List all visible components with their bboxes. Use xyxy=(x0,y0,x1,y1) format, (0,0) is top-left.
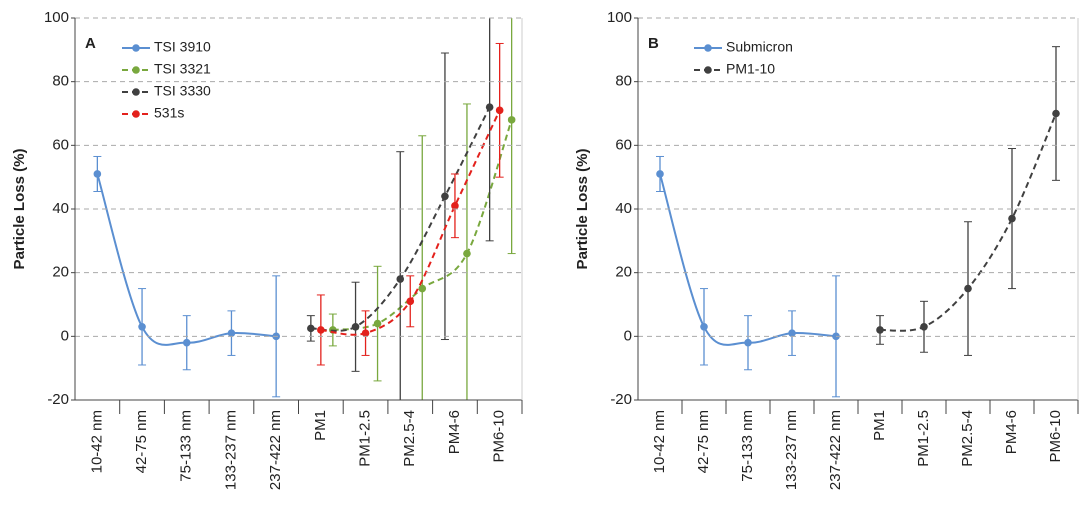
series-line xyxy=(659,173,837,346)
data-point xyxy=(373,319,382,328)
y-tick-label: -20 xyxy=(47,391,69,408)
legend-marker xyxy=(132,88,140,96)
data-point xyxy=(463,249,471,258)
data-point xyxy=(964,284,972,293)
x-tick-label: PM1-2.5 xyxy=(915,410,932,467)
y-tick-label: 100 xyxy=(607,9,632,26)
panel: -20 0 20 40 60 80 100 10-42 nm 42-75 nm 75-133 nm… xyxy=(11,9,523,490)
legend-marker xyxy=(132,66,140,74)
series-line xyxy=(332,119,513,331)
x-tick-label: PM1 xyxy=(312,410,329,441)
y-tick-label: 60 xyxy=(52,136,69,153)
data-point xyxy=(744,338,752,347)
data-point xyxy=(138,322,146,331)
y-tick-label: 0 xyxy=(61,327,69,344)
x-tick-label: 133-237 nm xyxy=(783,410,800,490)
data-point xyxy=(418,284,427,293)
x-tick-label: 75-133 nm xyxy=(178,410,195,482)
data-point xyxy=(876,326,884,334)
y-tick-label: 100 xyxy=(44,9,69,26)
y-tick-label: 20 xyxy=(52,264,69,281)
data-point xyxy=(451,202,459,210)
legend-marker xyxy=(132,44,140,52)
series-line xyxy=(320,109,501,336)
legend-marker xyxy=(132,110,140,118)
y-tick-label: 20 xyxy=(615,264,632,281)
x-tick-label: PM4-6 xyxy=(446,410,463,454)
data-point xyxy=(788,329,796,337)
data-point xyxy=(93,170,102,178)
legend-label: PM1-10 xyxy=(726,61,775,77)
plot-area xyxy=(656,46,1060,398)
y-tick-label: 60 xyxy=(615,136,632,153)
data-point xyxy=(307,324,315,333)
x-tick-label: 237-422 nm xyxy=(827,410,844,490)
data-point xyxy=(182,338,191,347)
legend-label: TSI 3321 xyxy=(154,61,211,77)
data-point xyxy=(656,170,664,178)
data-point xyxy=(361,329,370,337)
y-tick-label: 0 xyxy=(624,327,632,344)
x-tick-label: 237-422 nm xyxy=(267,410,284,490)
data-point xyxy=(1052,109,1060,118)
legend-label: TSI 3330 xyxy=(154,83,211,99)
series-line xyxy=(879,113,1057,332)
data-point xyxy=(441,192,449,201)
legend-label: Submicron xyxy=(726,39,793,55)
legend-marker xyxy=(704,44,712,52)
x-tick-label: PM6-10 xyxy=(491,410,508,463)
legend-label: 531s xyxy=(154,105,184,121)
y-tick-label: 40 xyxy=(52,200,69,217)
panel-label: B xyxy=(648,35,659,52)
data-point xyxy=(396,275,405,283)
data-point xyxy=(406,297,415,306)
x-tick-label: PM2.5-4 xyxy=(959,410,976,467)
x-tick-label: 10-42 nm xyxy=(88,410,105,473)
data-point xyxy=(700,322,708,331)
x-tick-label: PM2.5-4 xyxy=(401,410,418,467)
data-point xyxy=(227,329,236,337)
y-tick-label: 40 xyxy=(615,200,632,217)
series-line xyxy=(310,106,491,332)
x-tick-label: PM1-2.5 xyxy=(357,410,374,467)
y-axis-title: Particle Loss (%) xyxy=(11,149,28,270)
data-point xyxy=(1008,214,1016,223)
y-tick-label: 80 xyxy=(615,73,632,90)
x-tick-label: 133-237 nm xyxy=(222,410,239,490)
x-tick-label: 10-42 nm xyxy=(651,410,668,473)
legend-label: TSI 3910 xyxy=(154,39,211,55)
x-tick-label: PM4-6 xyxy=(1003,410,1020,454)
data-point xyxy=(495,106,504,115)
data-point xyxy=(317,326,325,334)
data-point xyxy=(920,322,928,331)
x-tick-label: 42-75 nm xyxy=(695,410,712,473)
panel: -20 0 20 40 60 80 100 10-42 nm 42-75 nm 75-133 nm… xyxy=(574,9,1079,490)
panel-label: A xyxy=(85,35,96,52)
y-axis-title: Particle Loss (%) xyxy=(574,149,591,270)
x-tick-label: PM6-10 xyxy=(1047,410,1064,463)
series-line xyxy=(96,173,277,346)
y-tick-label: 80 xyxy=(52,73,69,90)
y-tick-label: -20 xyxy=(610,391,632,408)
data-point xyxy=(507,116,516,124)
legend-marker xyxy=(704,66,712,74)
x-tick-label: 42-75 nm xyxy=(133,410,150,473)
data-point xyxy=(351,322,360,331)
data-point xyxy=(485,103,494,111)
x-tick-label: PM1 xyxy=(871,410,888,441)
x-tick-label: 75-133 nm xyxy=(739,410,756,482)
